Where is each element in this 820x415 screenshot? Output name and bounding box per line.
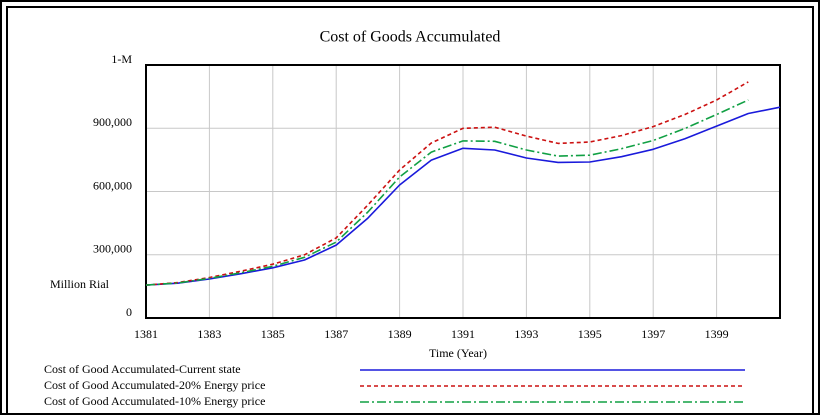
legend-label: Cost of Good Accumulated-20% Energy pric… — [44, 378, 265, 392]
y-tick-label: 900,000 — [93, 115, 132, 129]
y-axis-label: Million Rial — [50, 277, 110, 291]
x-axis-label: Time (Year) — [429, 346, 487, 360]
y-tick-label: 300,000 — [93, 242, 132, 256]
y-tick-label: 0 — [126, 305, 132, 319]
x-tick-label: 1381 — [134, 327, 158, 341]
legend-label: Cost of Good Accumulated-10% Energy pric… — [44, 394, 265, 408]
series-line — [145, 81, 749, 286]
inner-frame — [6, 6, 814, 415]
x-tick-label: 1383 — [197, 327, 221, 341]
x-tick-label: 1397 — [641, 327, 665, 341]
series-line — [145, 106, 781, 286]
x-tick-label: 1385 — [261, 327, 285, 341]
y-tick-label: 1-M — [111, 52, 132, 66]
x-tick-label: 1389 — [388, 327, 412, 341]
x-tick-label: 1395 — [578, 327, 602, 341]
series-line — [145, 99, 749, 286]
x-tick-label: 1387 — [324, 327, 348, 341]
plot-frame — [145, 64, 781, 319]
chart-title: Cost of Goods Accumulated — [320, 29, 501, 46]
x-tick-label: 1393 — [514, 327, 538, 341]
legend-label: Cost of Good Accumulated-Current state — [44, 362, 241, 376]
x-tick-label: 1391 — [451, 327, 475, 341]
y-tick-label: 600,000 — [93, 178, 132, 192]
x-tick-label: 1399 — [705, 327, 729, 341]
